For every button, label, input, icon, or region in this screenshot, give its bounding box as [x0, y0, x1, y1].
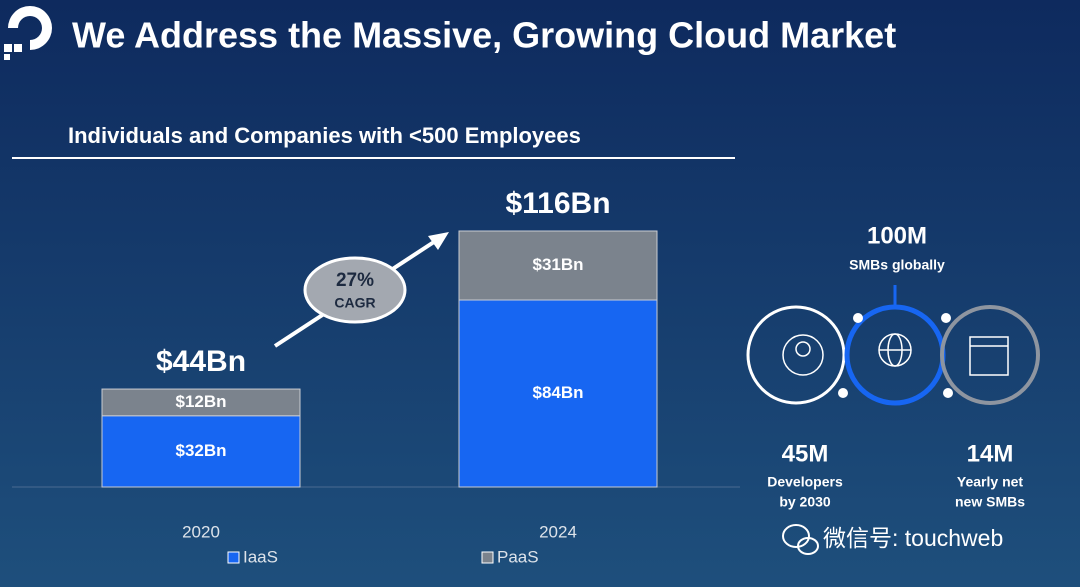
- bar-segment: [458, 299, 658, 488]
- segment-label: $31Bn: [532, 255, 583, 274]
- x-tick-label: 2024: [539, 522, 577, 541]
- stat-caption: new SMBs: [955, 494, 1025, 510]
- slide-title: We Address the Massive, Growing Cloud Ma…: [72, 15, 896, 56]
- logo: [4, 6, 52, 60]
- stat-caption: by 2030: [779, 494, 831, 510]
- stat-figure: 45M: [782, 440, 829, 467]
- total-label: $44Bn: [156, 345, 246, 378]
- segment-label: $84Bn: [532, 383, 583, 402]
- legend-label: PaaS: [497, 547, 539, 566]
- legend-swatch: [481, 551, 494, 564]
- bar-segment: [458, 230, 658, 301]
- watermark: 微信号: touchweb: [823, 525, 1003, 551]
- bar-segment: [101, 388, 301, 417]
- legend-swatch: [227, 551, 240, 564]
- subtitle: Individuals and Companies with <500 Empl…: [68, 123, 581, 148]
- legend-label: IaaS: [243, 547, 278, 566]
- total-label: $116Bn: [505, 187, 610, 220]
- market-diagram: [746, 285, 1040, 406]
- stat-caption: SMBs globally: [849, 257, 945, 273]
- x-tick-label: 2020: [182, 522, 220, 541]
- stat-caption: Developers: [767, 474, 843, 490]
- cagr-label: CAGR: [334, 295, 375, 311]
- cagr-value: 27%: [336, 270, 374, 291]
- stat-caption: Yearly net: [957, 474, 1023, 490]
- wechat-icon: [782, 524, 819, 555]
- stat-figure: 100M: [867, 222, 927, 249]
- stat-figure: 14M: [967, 440, 1014, 467]
- segment-label: $12Bn: [175, 392, 226, 411]
- cagr-arrow: [273, 232, 449, 348]
- segment-label: $32Bn: [175, 441, 226, 460]
